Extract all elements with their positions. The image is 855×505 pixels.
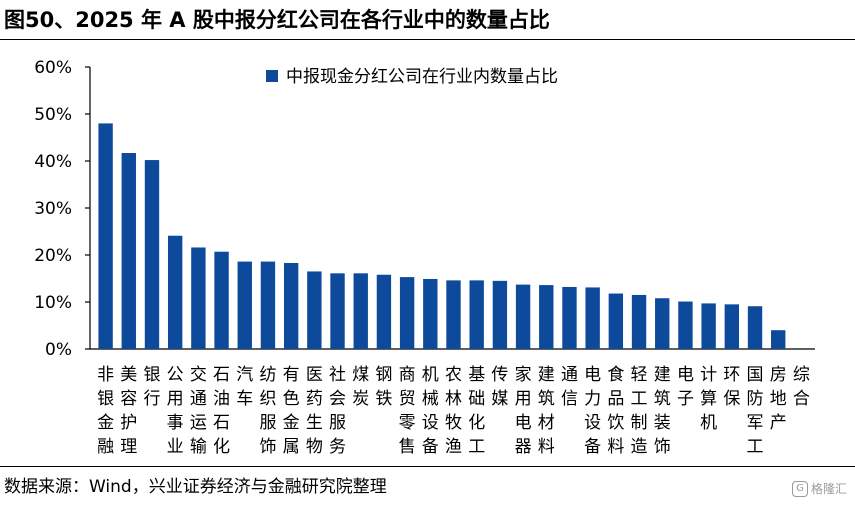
x-tick-label: 电子 xyxy=(677,365,694,409)
bar xyxy=(144,160,160,349)
x-tick-label: 钢铁 xyxy=(375,365,392,409)
bar xyxy=(562,286,577,349)
x-tick-label: 纺织服饰 xyxy=(259,365,276,457)
y-tick-label: 60% xyxy=(34,58,72,78)
y-tick-label: 40% xyxy=(34,152,72,172)
bar xyxy=(771,330,786,349)
x-tick-label: 银行 xyxy=(143,365,160,409)
bar xyxy=(655,298,670,349)
bar xyxy=(283,262,299,349)
y-tick-label: 20% xyxy=(34,246,72,266)
bar xyxy=(307,271,322,349)
x-tick-label: 综合 xyxy=(793,365,810,409)
x-tick-label: 汽车 xyxy=(236,365,253,409)
x-tick-label: 建筑材料 xyxy=(538,365,555,457)
y-tick-label: 0% xyxy=(45,340,72,360)
y-tick-label: 30% xyxy=(34,199,72,219)
x-tick-label: 美容护理 xyxy=(120,365,137,457)
x-tick-label: 医药生物 xyxy=(306,365,323,457)
bar xyxy=(469,280,484,349)
x-tick-label: 计算机 xyxy=(700,365,717,433)
x-tick-label: 交通运输 xyxy=(190,365,207,457)
y-tick-label: 10% xyxy=(34,293,72,313)
source-note: 数据来源：Wind，兴业证券经济与金融研究院整理 xyxy=(4,477,387,497)
bar xyxy=(214,251,229,349)
x-tick-label: 轻工制造 xyxy=(631,365,648,457)
bar xyxy=(585,287,600,349)
x-tick-label: 机械设备 xyxy=(422,365,439,457)
x-tick-label: 石油石化 xyxy=(213,365,230,457)
x-tick-label: 煤炭 xyxy=(352,365,369,409)
x-tick-label: 环保 xyxy=(723,365,740,409)
x-tick-label: 有色金属 xyxy=(283,365,300,457)
bar xyxy=(260,261,276,349)
bar xyxy=(608,293,624,349)
bars-group xyxy=(98,123,786,350)
bar xyxy=(631,294,647,349)
x-tick-label: 国防军工 xyxy=(747,365,764,457)
bar xyxy=(747,306,763,349)
x-tick-label: 传媒 xyxy=(491,365,508,409)
x-tick-label: 社会服务 xyxy=(329,365,346,457)
bar xyxy=(678,301,693,349)
x-tick-label: 电力设备 xyxy=(584,365,601,457)
bar xyxy=(191,247,206,349)
bar xyxy=(399,277,415,349)
bar xyxy=(423,278,438,349)
x-axis-labels: 非银金融美容护理银行公用事业交通运输石油石化汽车纺织服饰有色金属医药生物社会服务… xyxy=(97,365,810,457)
bar xyxy=(353,273,368,349)
legend-label: 中报现金分红公司在行业内数量占比 xyxy=(286,67,558,87)
footer-divider xyxy=(0,466,855,467)
x-tick-label: 非银金融 xyxy=(97,365,114,457)
bar xyxy=(446,280,461,349)
x-tick-label: 商贸零售 xyxy=(399,365,416,457)
bar xyxy=(167,235,183,349)
bar xyxy=(98,123,113,350)
x-tick-label: 农林牧渔 xyxy=(445,365,462,457)
bar xyxy=(376,274,392,349)
watermark: G 格隆汇 xyxy=(791,480,847,497)
x-tick-label: 通信 xyxy=(561,365,578,409)
x-tick-label: 家用电器 xyxy=(515,365,532,457)
bar xyxy=(539,285,554,349)
bar xyxy=(701,303,716,349)
y-tick-label: 50% xyxy=(34,105,72,125)
chart-title: 图50、2025 年 A 股中报分红公司在各行业中的数量占比 xyxy=(4,8,550,32)
bar xyxy=(492,280,508,349)
bar xyxy=(330,273,345,349)
x-tick-label: 房地产 xyxy=(770,365,787,433)
bar-chart: 0% 10% 20% 30% 40% 50% 60% 非银金融美容护理银行公用事业交通运输石… xyxy=(34,58,815,457)
x-tick-label: 建筑装饰 xyxy=(654,365,671,457)
bar xyxy=(237,261,252,349)
bar xyxy=(515,284,531,349)
x-tick-label: 食品饮料 xyxy=(607,365,624,457)
title-divider xyxy=(0,39,855,40)
y-axis: 0% 10% 20% 30% 40% 50% 60% xyxy=(34,58,815,360)
bar xyxy=(724,304,740,349)
legend: 中报现金分红公司在行业内数量占比 xyxy=(266,67,558,87)
x-tick-label: 公用事业 xyxy=(167,365,184,457)
watermark-logo-icon: G xyxy=(791,480,808,497)
legend-swatch xyxy=(266,70,278,82)
bar xyxy=(121,153,136,349)
x-tick-label: 基础化工 xyxy=(468,365,485,457)
watermark-text: 格隆汇 xyxy=(810,482,847,496)
